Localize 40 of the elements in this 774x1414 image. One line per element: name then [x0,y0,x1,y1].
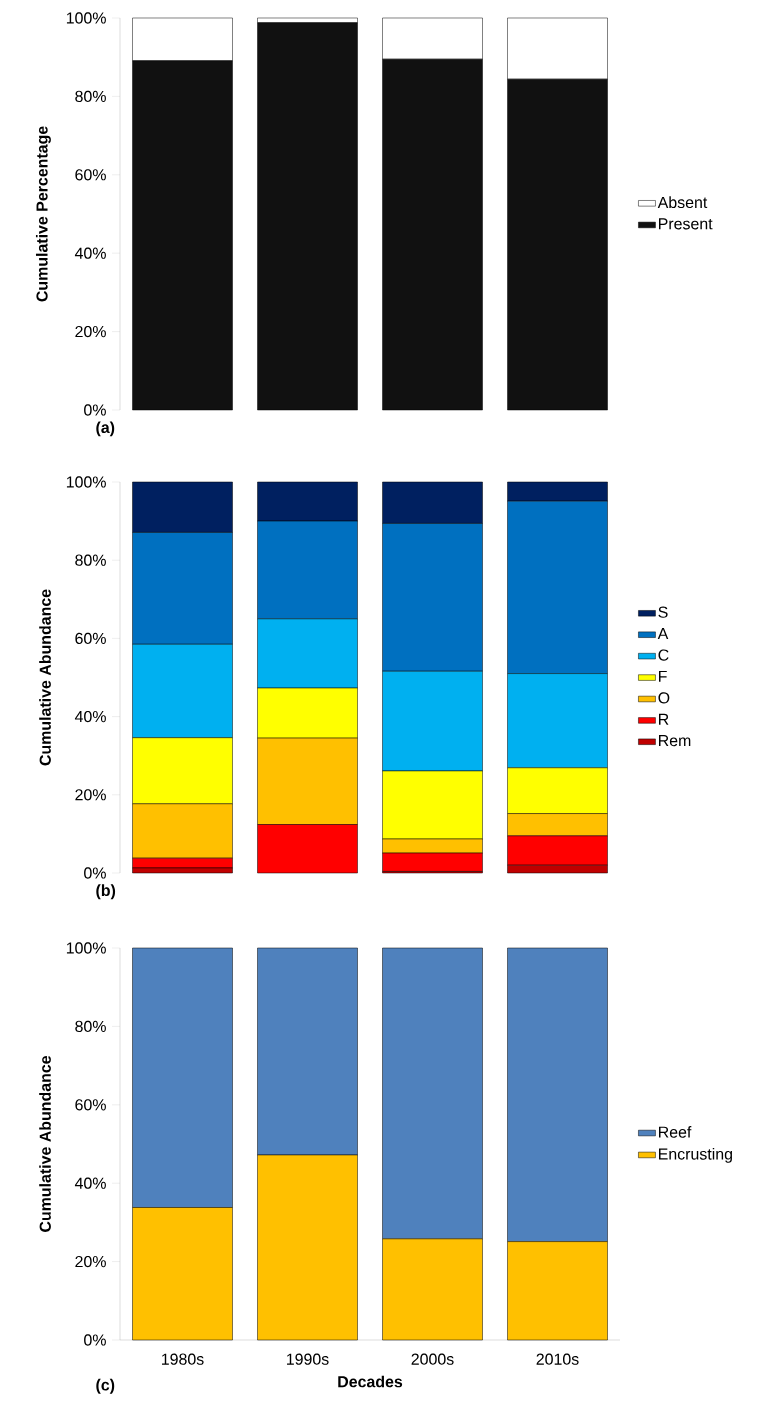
y-tick-label: 60% [75,1099,106,1111]
y-axis-title: Cumulative Percentage [35,126,51,302]
legend-label: A [657,628,669,640]
legend-label: S [658,606,668,618]
legend-label: R [659,713,669,725]
legend-label: Present [659,218,713,230]
legend-label: Absent [657,196,708,209]
y-tick-label: 20% [75,789,106,801]
legend-label: Reef [659,1126,692,1138]
legend-label: O [658,692,670,704]
y-axis-title: Cumulative Abundance [39,589,51,766]
legend-label: Rem [659,735,691,747]
y-tick-label: 100% [66,942,106,954]
y-tick-label: 80% [75,1020,106,1033]
y-tick-label: 0% [84,867,106,879]
x-tick-label: 1990s [287,1353,329,1365]
y-tick-label: 20% [75,325,106,338]
y-tick-label: 20% [75,1255,106,1268]
y-tick-label: 40% [74,1177,106,1189]
y-tick-label: 80% [75,554,106,566]
x-tick-label: 1980s [162,1353,204,1365]
y-tick-label: 40% [74,710,106,723]
y-axis-title: Cumulative Abundance [39,1055,51,1232]
x-axis-title: Decades [338,1375,403,1388]
y-tick-label: 0% [84,404,106,416]
y-tick-label: 100% [66,12,106,24]
text: (c) [96,1378,115,1394]
legend-label: Encrusting [659,1147,732,1163]
text: (a) [96,421,115,437]
legend-label: C [658,649,669,661]
x-tick-label: 2000s [411,1353,454,1365]
legend-label: F [659,670,667,682]
text: (b) [96,884,116,900]
y-tick-label: 60% [75,632,106,645]
y-tick-label: 100% [66,476,106,488]
x-tick-label: 2010s [536,1353,579,1365]
y-tick-label: 0% [84,1334,106,1346]
y-tick-label: 40% [74,247,106,259]
y-tick-label: 60% [75,169,106,181]
y-tick-label: 80% [75,90,106,103]
